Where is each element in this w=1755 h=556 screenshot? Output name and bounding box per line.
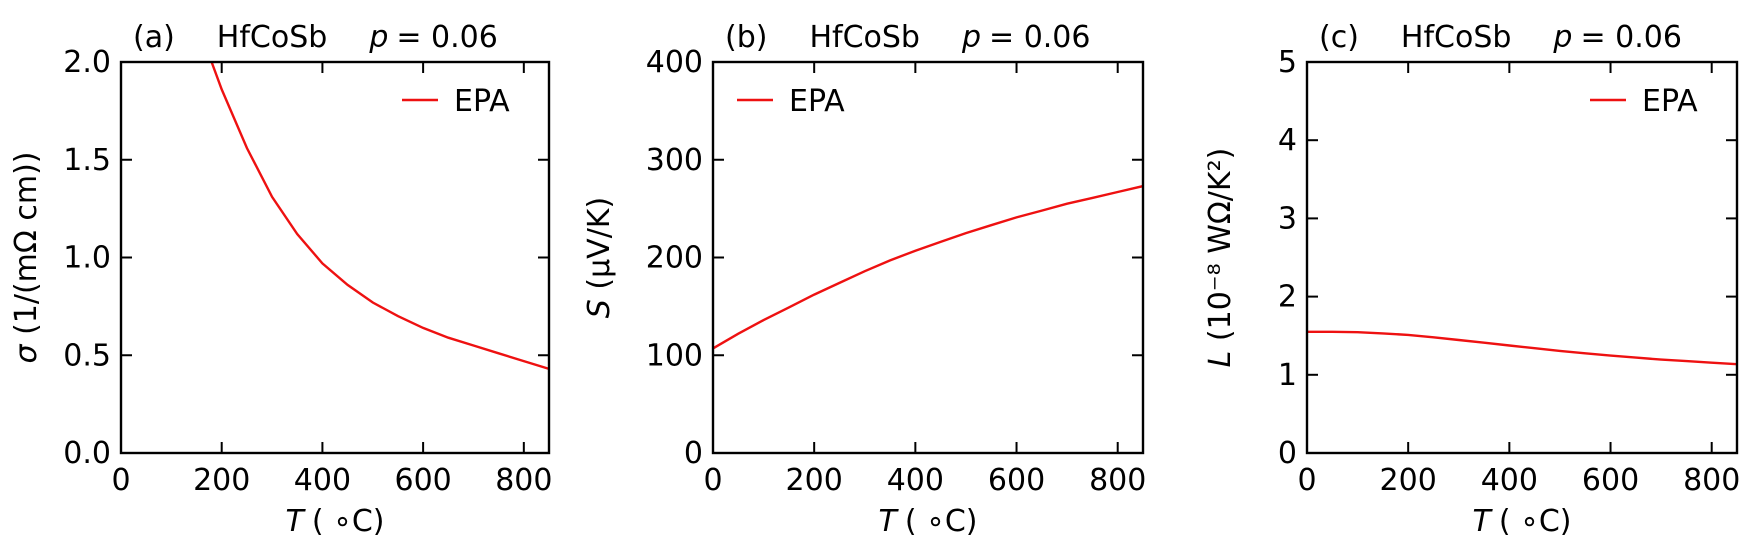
x-axis-var: T: [1473, 504, 1494, 539]
x-tick-label: 400: [1481, 463, 1538, 498]
y-tick-label: 1.5: [63, 143, 111, 178]
series-line-1: [713, 184, 1143, 350]
y-tick-label: 400: [646, 45, 703, 80]
legend-label: EPA: [454, 84, 510, 119]
legend-label: EPA: [1642, 84, 1698, 119]
x-tick-label: 200: [786, 463, 843, 498]
y-tick-label: 2: [1278, 280, 1297, 315]
x-tick-label: 800: [495, 463, 552, 498]
material-name: HfCoSb: [1401, 20, 1512, 55]
y-axis-unit: (10⁻⁸ WΩ/K²): [1203, 148, 1238, 351]
y-axis-var: σ: [9, 343, 44, 363]
series-line-1: [1307, 330, 1737, 366]
x-axis-label: T( ∘C): [1473, 504, 1572, 539]
panel-2: 0 200 400 600 800 0 100 200 300 400 (b) HfCoSb p = 0.…: [582, 20, 1146, 539]
x-tick-label: 400: [294, 463, 351, 498]
legend-label: EPA: [789, 84, 845, 119]
param-symbol: p: [961, 20, 981, 55]
x-tick-label: 0: [703, 463, 722, 498]
y-axis-label: S (μV/K): [582, 197, 617, 318]
param-symbol: p: [1552, 20, 1572, 55]
x-tick-label: 800: [1089, 463, 1146, 498]
x-tick-label: 600: [1582, 463, 1639, 498]
x-tick-label: 200: [193, 463, 250, 498]
param-value: = 0.06: [396, 20, 497, 55]
y-tick-label: 300: [646, 143, 703, 178]
y-tick-label: 0: [1278, 436, 1297, 471]
x-axis-label: T( ∘C): [879, 504, 978, 539]
panel-title: (a) HfCoSb p = 0.06: [133, 20, 498, 55]
panel-label: (c): [1319, 20, 1359, 55]
y-tick-label: 2.0: [63, 45, 111, 80]
legend: EPA: [1590, 84, 1698, 119]
x-axis-label: T( ∘C): [286, 504, 385, 539]
y-tick-label: 0.0: [63, 436, 111, 471]
y-tick-label: 200: [646, 241, 703, 276]
legend: EPA: [402, 84, 510, 119]
x-tick-label: 600: [988, 463, 1045, 498]
plot-frame: [119, 60, 551, 455]
y-tick-label: 3: [1278, 201, 1297, 236]
y-axis-var: S: [582, 299, 617, 318]
y-axis-var: L: [1203, 351, 1238, 368]
panel-1: 0 200 400 600 800 0.0 0.5 1.0 1.5 2.0 (a) HfCoSb p = …: [9, 20, 552, 539]
x-tick-label: 800: [1683, 463, 1740, 498]
x-tick-label: 600: [394, 463, 451, 498]
plot-frame: [1305, 60, 1739, 455]
param-symbol: p: [368, 20, 388, 55]
y-tick-label: 1.0: [63, 241, 111, 276]
y-axis-label: σ (1/(mΩ cm)): [9, 152, 44, 364]
y-tick-label: 0.5: [63, 338, 111, 373]
x-axis-var: T: [286, 504, 307, 539]
panel-label: (a): [133, 20, 175, 55]
y-axis-label: L (10⁻⁸ WΩ/K²): [1203, 148, 1238, 368]
plot-frame: [711, 60, 1145, 455]
material-name: HfCoSb: [217, 20, 328, 55]
panel-3: 0 200 400 600 800 0 1 2 3 4 5 (c) HfCoSb p = 0.06 T( ∘C…: [1203, 20, 1740, 539]
y-axis-unit: (1/(mΩ cm)): [9, 152, 44, 345]
y-tick-label: 100: [646, 338, 703, 373]
x-tick-label: 0: [1297, 463, 1316, 498]
x-tick-label: 400: [887, 463, 944, 498]
y-tick-label: 4: [1278, 123, 1297, 158]
y-tick-label: 5: [1278, 45, 1297, 80]
x-axis-unit: ( ∘C): [312, 504, 385, 539]
x-axis-var: T: [879, 504, 900, 539]
y-tick-label: 1: [1278, 358, 1297, 393]
param-value: = 0.06: [989, 20, 1090, 55]
panel-label: (b): [725, 20, 767, 55]
x-tick-label: 0: [111, 463, 130, 498]
panel-title: (b) HfCoSb p = 0.06: [725, 20, 1091, 55]
legend: EPA: [737, 84, 845, 119]
param-value: = 0.06: [1580, 20, 1681, 55]
x-tick-label: 200: [1380, 463, 1437, 498]
series-line-1: [210, 62, 549, 371]
y-tick-label: 0: [684, 436, 703, 471]
x-axis-unit: ( ∘C): [905, 504, 978, 539]
material-name: HfCoSb: [809, 20, 920, 55]
panel-title: (c) HfCoSb p = 0.06: [1319, 20, 1682, 55]
y-axis-unit: (μV/K): [582, 197, 617, 299]
x-axis-unit: ( ∘C): [1499, 504, 1572, 539]
